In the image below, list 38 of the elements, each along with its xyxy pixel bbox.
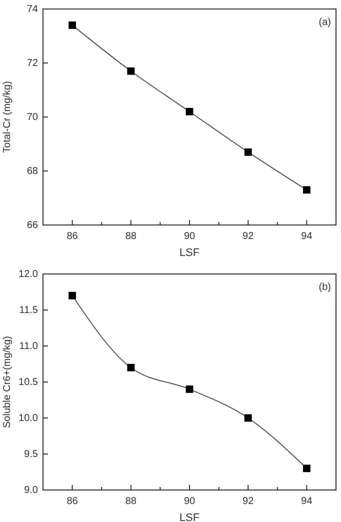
point <box>244 148 252 156</box>
y-tick-label: 70 <box>26 112 38 124</box>
x-tick-label: 94 <box>301 231 313 242</box>
point <box>127 364 135 372</box>
y-tick-label: 74 <box>26 4 38 16</box>
point <box>244 414 252 422</box>
point <box>302 464 310 472</box>
y-tick-label: 9.5 <box>24 449 38 460</box>
y-axis-title: Total-Cr (mg/kg) <box>2 81 13 153</box>
x-tick-label: 88 <box>125 496 137 508</box>
y-tick-label: 72 <box>26 58 38 70</box>
x-tick-label: 92 <box>242 231 254 242</box>
y-tick-label: 9.0 <box>24 485 38 496</box>
x-tick-label: 92 <box>242 496 254 508</box>
x-tick-label: 90 <box>184 496 196 508</box>
y-tick-label: 66 <box>26 220 38 232</box>
point <box>302 186 310 194</box>
y-tick-label: 12.0 <box>18 269 38 280</box>
point <box>68 292 76 300</box>
point <box>68 21 76 29</box>
y-tick-label: 10.0 <box>18 413 38 424</box>
x-tick-label: 88 <box>125 231 137 242</box>
y-axis-title: Soluble Cr6+(mg/kg) <box>2 336 13 428</box>
y-tick-label: 11.0 <box>19 341 38 352</box>
x-tick-label: 90 <box>184 231 196 242</box>
y-tick-label: 11.5 <box>19 305 38 316</box>
x-axis-title: LSF <box>179 512 200 522</box>
annotation: (b) <box>318 282 331 293</box>
x-tick-label: 94 <box>301 496 313 508</box>
point <box>186 108 194 116</box>
annotation: (a) <box>318 17 331 28</box>
y-tick-label: 68 <box>26 166 38 178</box>
x-axis-title: LSF <box>179 247 200 259</box>
y-tick-label: 10.5 <box>18 377 38 388</box>
point <box>127 67 135 75</box>
point <box>186 385 194 393</box>
x-tick-label: 86 <box>66 231 78 242</box>
x-tick-label: 86 <box>66 496 78 508</box>
